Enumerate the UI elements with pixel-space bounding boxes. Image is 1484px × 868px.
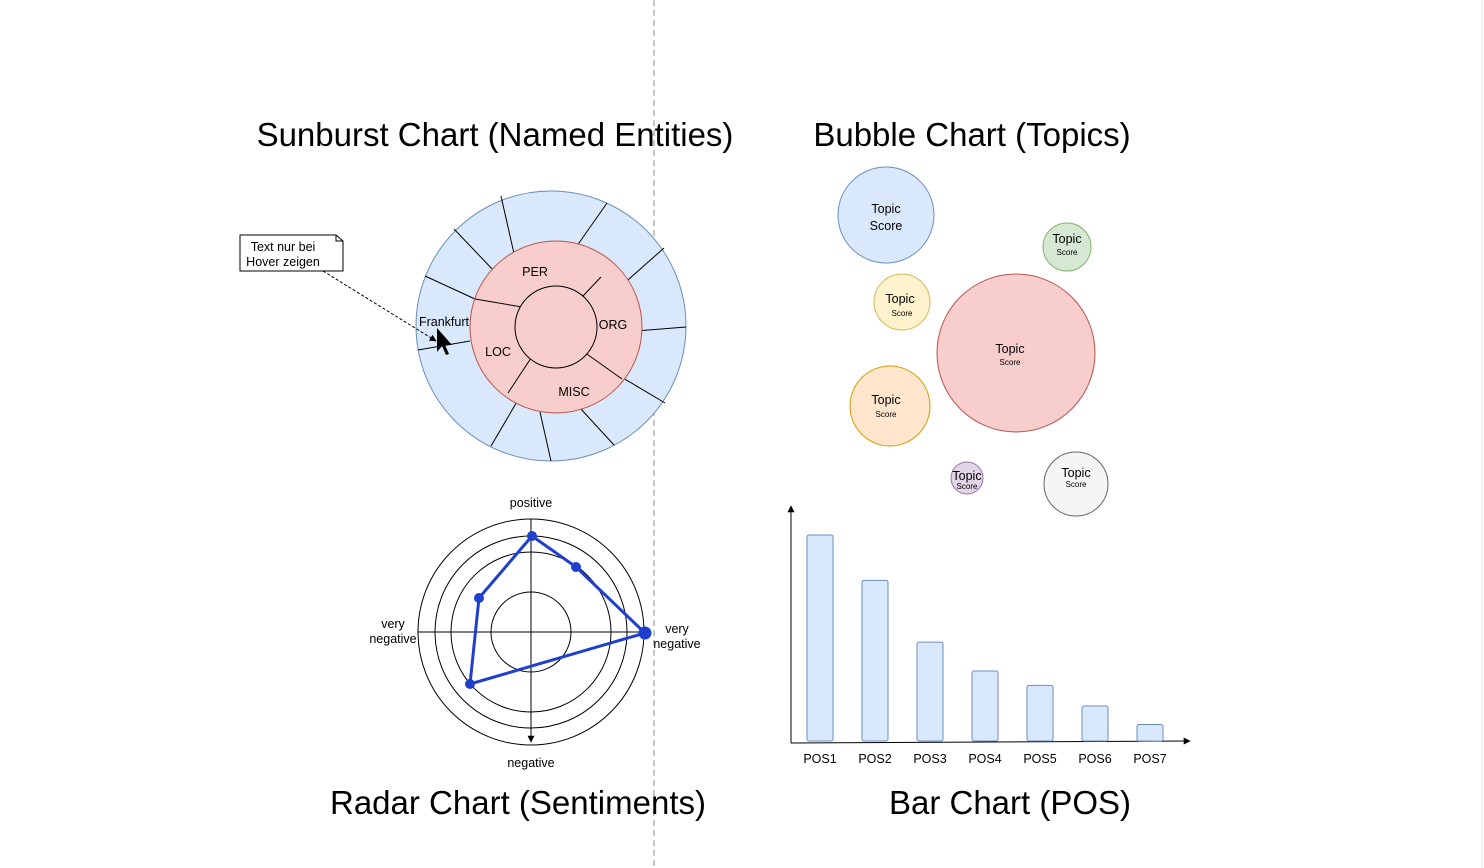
bubble-topic: Topic bbox=[952, 469, 981, 483]
radar-label-left-2: negative bbox=[369, 632, 416, 646]
bubble-topic: Topic bbox=[885, 292, 914, 306]
bar-pos2[interactable] bbox=[861, 579, 889, 742]
bubble-score: Score bbox=[1066, 480, 1087, 489]
sunburst-center[interactable] bbox=[514, 285, 598, 369]
bubble[interactable]: Topic Score bbox=[873, 273, 931, 331]
bar-pos1[interactable] bbox=[806, 534, 834, 742]
sunburst-inner-dividers bbox=[474, 276, 623, 394]
bubble-topic: Topic bbox=[995, 342, 1024, 356]
bubble[interactable]: Topic Score bbox=[936, 273, 1096, 433]
note-text-line2: Hover zeigen bbox=[246, 255, 320, 269]
bar-series: POS1 POS2 POS3 POS4 POS5 POS6 POS7 bbox=[803, 534, 1167, 766]
bar-pos6[interactable] bbox=[1081, 705, 1109, 742]
bubble-circle[interactable] bbox=[950, 461, 984, 495]
bubble-score: Score bbox=[957, 482, 978, 491]
bar-label-pos1: POS1 bbox=[803, 752, 836, 766]
sunburst-hover-label: Frankfurt bbox=[419, 315, 470, 329]
bar-chart: POS1 POS2 POS3 POS4 POS5 POS6 POS7 bbox=[787, 505, 1191, 766]
bubble-score: Score bbox=[876, 410, 897, 419]
bar-label-pos3: POS3 bbox=[913, 752, 946, 766]
radar-label-bottom: negative bbox=[507, 756, 554, 770]
radar-chart: positive negative very negative very neg… bbox=[369, 496, 700, 770]
bubble-topic: Topic bbox=[871, 202, 900, 216]
sunburst-title: Sunburst Chart (Named Entities) bbox=[257, 116, 734, 153]
bubble-score: Score bbox=[1057, 248, 1078, 257]
bar-pos3[interactable] bbox=[916, 641, 944, 742]
sunburst-label-misc: MISC bbox=[558, 385, 589, 399]
bar-label-pos4: POS4 bbox=[968, 752, 1001, 766]
bubble[interactable]: Topic Score bbox=[1043, 451, 1109, 517]
radar-point[interactable] bbox=[474, 593, 484, 603]
bubble-topic: Topic bbox=[871, 393, 900, 407]
sunburst-label-org: ORG bbox=[599, 318, 627, 332]
bubble-circle[interactable] bbox=[849, 365, 931, 447]
bubble-circle[interactable] bbox=[873, 273, 931, 331]
bar-label-pos7: POS7 bbox=[1133, 752, 1166, 766]
note-shape bbox=[239, 234, 344, 272]
sunburst-label-per: PER bbox=[522, 265, 548, 279]
bubble[interactable]: Topic Score bbox=[849, 365, 931, 447]
bubble[interactable]: Topic Score bbox=[837, 166, 935, 264]
bar-pos4[interactable] bbox=[971, 670, 999, 742]
note-text-line1: Text nur bei bbox=[251, 240, 316, 254]
bubble-score: Score bbox=[870, 219, 903, 233]
bubble-topic: Topic bbox=[1061, 466, 1090, 480]
bar-x-axis bbox=[790, 737, 1191, 745]
note-fold bbox=[335, 235, 343, 242]
bubble-circle[interactable] bbox=[1043, 451, 1109, 517]
radar-label-top: positive bbox=[510, 496, 552, 510]
radar-label-right-2: negative bbox=[653, 637, 700, 651]
bar-title: Bar Chart (POS) bbox=[889, 784, 1131, 821]
bubble-circle[interactable] bbox=[1042, 222, 1092, 272]
radar-polygon bbox=[468, 534, 647, 686]
bar-label-pos5: POS5 bbox=[1023, 752, 1056, 766]
bubble-circle[interactable] bbox=[936, 273, 1096, 433]
bubble-score: Score bbox=[1000, 358, 1021, 367]
radar-point[interactable] bbox=[465, 679, 475, 689]
note-arrow bbox=[322, 270, 437, 342]
bar-pos7[interactable] bbox=[1136, 724, 1164, 742]
bar-pos5[interactable] bbox=[1026, 684, 1054, 742]
bar-label-pos2: POS2 bbox=[858, 752, 891, 766]
radar-point[interactable] bbox=[527, 531, 537, 541]
sunburst-label-loc: LOC bbox=[485, 345, 511, 359]
bar-label-pos6: POS6 bbox=[1078, 752, 1111, 766]
radar-title: Radar Chart (Sentiments) bbox=[330, 784, 706, 821]
radar-label-left-1: very bbox=[381, 617, 405, 631]
radar-label-right-1: very bbox=[665, 622, 689, 636]
bubble[interactable]: Topic Score bbox=[1042, 222, 1092, 272]
bubble-circle[interactable] bbox=[837, 166, 935, 264]
bubble-score: Score bbox=[892, 309, 913, 318]
sunburst-outer-dividers bbox=[417, 195, 687, 462]
bubble-chart: Topic Score Topic Score Topic Score Topi… bbox=[837, 166, 1109, 517]
radar-point[interactable] bbox=[638, 626, 652, 640]
hover-note: Text nur bei Hover zeigen bbox=[239, 234, 437, 342]
sunburst-chart: PER ORG MISC LOC Frankfurt bbox=[415, 190, 687, 462]
mouse-cursor-icon bbox=[437, 328, 452, 355]
bubble[interactable]: Topic Score bbox=[950, 461, 984, 495]
bubble-title: Bubble Chart (Topics) bbox=[813, 116, 1130, 153]
bubble-topic: Topic bbox=[1052, 232, 1081, 246]
radar-point[interactable] bbox=[571, 562, 581, 572]
